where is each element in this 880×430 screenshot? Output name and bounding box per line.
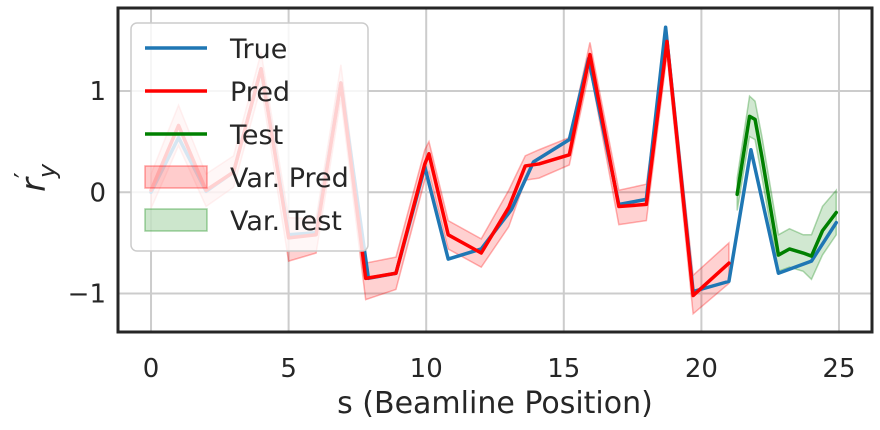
legend-item-pred: Pred [145,77,290,108]
y-axis-label: r′y [10,163,61,192]
legend-item-true: True [145,34,287,65]
y-axis-label-main: r [14,176,54,192]
y-axis-label-subscript: y [33,163,61,179]
legend-item-var-test: Var. Test [144,206,342,237]
tick-labels: 0 5 10 15 20 25 −1 0 1 [68,77,856,384]
y-tick-label: −1 [68,280,106,310]
legend-item-var-pred: Var. Pred [144,163,349,194]
legend-label: True [229,34,287,65]
x-axis-label: s (Beamline Position) [337,386,653,421]
plot-frame [116,6,874,334]
series-line-test [735,114,838,258]
y-tick-label: 0 [89,178,106,208]
x-tick-label: 25 [822,354,855,384]
legend: True Pred Test Var. Pred Var. Test [130,22,369,252]
band-var-test [736,94,837,281]
x-tick-label: 10 [410,354,443,384]
x-tick-label: 15 [547,354,580,384]
legend-label: Test [229,120,283,151]
legend-label: Var. Test [230,206,342,237]
legend-swatch [144,165,208,189]
legend-label: Var. Pred [230,163,349,194]
y-axis-label-prime: ′ [10,172,40,178]
legend-box [130,22,369,252]
x-tick-label: 0 [143,354,160,384]
legend-label: Pred [230,77,290,108]
legend-swatch [144,208,208,232]
x-tick-label: 20 [685,354,718,384]
x-tick-label: 5 [280,354,297,384]
y-tick-label: 1 [89,77,106,107]
legend-item-test: Test [145,120,283,151]
